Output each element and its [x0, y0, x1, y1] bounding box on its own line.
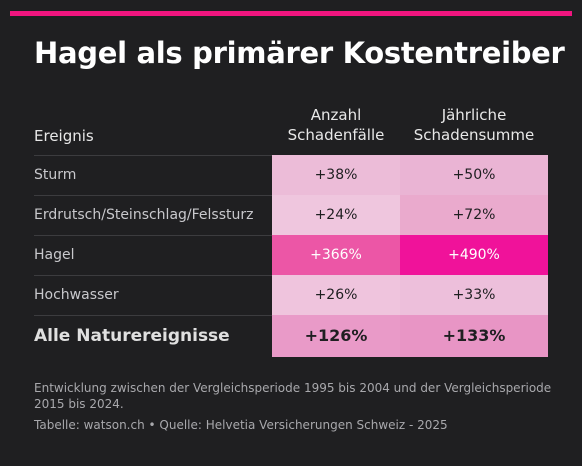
table-row: Sturm +38% +50%	[34, 155, 548, 195]
table-row: Erdrutsch/Steinschlag/Felssturz +24% +72%	[34, 195, 548, 235]
cell-anzahl: +38%	[272, 155, 400, 195]
source-line: Tabelle: watson.ch • Quelle: Helvetia Ve…	[34, 418, 448, 432]
row-label: Hagel	[34, 247, 75, 263]
column-header-summe: Jährliche Schadensumme	[413, 106, 535, 144]
row-label: Hochwasser	[34, 287, 119, 303]
cell-anzahl: +26%	[272, 275, 400, 315]
accent-bar	[10, 11, 572, 16]
table-row: Hagel +366% +490%	[34, 235, 548, 275]
cell-summe: +72%	[400, 195, 548, 235]
cell-summe: +50%	[400, 155, 548, 195]
table-row: Hochwasser +26% +33%	[34, 275, 548, 315]
table-row: Alle Naturereignisse +126% +133%	[34, 315, 548, 357]
row-label: Erdrutsch/Steinschlag/Felssturz	[34, 207, 254, 223]
cell-anzahl: +366%	[272, 235, 400, 275]
cell-anzahl: +24%	[272, 195, 400, 235]
row-label: Alle Naturereignisse	[34, 326, 230, 346]
row-label: Sturm	[34, 167, 77, 183]
column-header-ereignis: Ereignis	[34, 127, 94, 145]
column-header-anzahl: Anzahl Schadenfälle	[287, 106, 385, 144]
cell-summe: +490%	[400, 235, 548, 275]
cell-summe: +133%	[400, 315, 548, 357]
cell-anzahl: +126%	[272, 315, 400, 357]
chart-title: Hagel als primärer Kostentreiber	[34, 36, 565, 70]
footnote: Entwicklung zwischen der Vergleichsperio…	[34, 381, 552, 411]
cell-summe: +33%	[400, 275, 548, 315]
